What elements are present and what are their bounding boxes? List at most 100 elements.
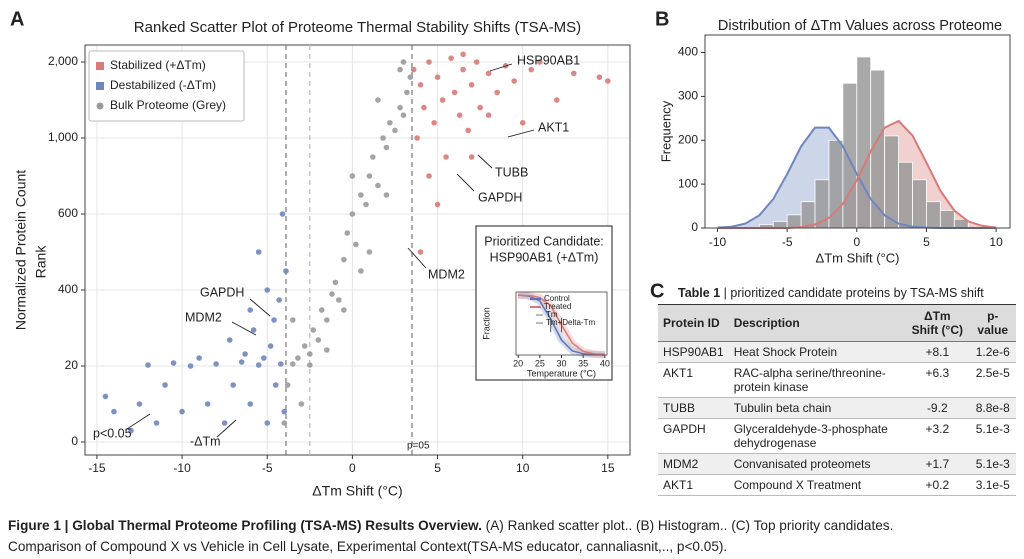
data-point [426,173,432,179]
table-row: TUBB Tubulin beta chain -9.2 8.8e-8 [658,397,1016,419]
x-tick-label: -5 [782,235,793,249]
y-tick-label: 20 [65,358,79,372]
legend-box [88,50,245,122]
data-point [153,420,160,426]
data-point [261,355,267,361]
table-cell: RAC-alpha serine/threonine-protein kinas… [728,362,906,398]
table-cell: MDM2 [658,453,729,475]
y-tick-label: 2,000 [48,54,78,68]
histogram-bar [912,179,927,229]
column-header: p-value [969,304,1016,342]
data-point [281,420,288,426]
annotation-pointer [231,321,257,336]
table-label: Table 1 [678,286,721,300]
y-axis-label: Frequency [658,100,673,162]
header-row: Protein ID Description ΔTm Shift (°C) p-val… [658,304,1016,342]
table-cell: +6.3 [905,362,970,398]
table-cell: 2.5e-5 [969,362,1016,398]
data-point [267,343,274,349]
data-point [375,97,381,103]
data-point [341,256,347,263]
data-point [400,59,407,65]
chart-title: Ranked Scatter Plot of Proteome Thermal … [134,19,581,36]
data-point [528,66,535,73]
data-point [238,359,245,365]
x-tick-label: -10 [173,461,191,475]
table-cell: Heat Shock Protein [728,341,906,363]
data-point [363,201,369,208]
table-cell: AKT1 [658,474,729,496]
data-point [310,327,317,333]
table-title: | prioritized candidate proteins by TSA-… [723,286,984,300]
data-point [570,70,577,77]
data-point [536,59,543,65]
legend-label: Tm+Delta-Tm [546,318,595,327]
annotation-pointer [507,129,535,138]
data-point [278,361,284,367]
table-heading: Table 1 | prioritized candidate proteins… [678,282,1016,304]
y-axis-label: Normalized Protein Count [13,170,29,330]
annotation: GAPDH [200,285,244,299]
y-tick-label: 0 [691,220,698,234]
data-point [255,249,262,255]
table-cell: +1.7 [905,453,970,475]
data-point [366,249,373,255]
histogram-bar [939,210,955,229]
data-point [485,70,492,77]
data-point [511,78,517,84]
annotation-pointer [477,154,493,169]
table-cell: +8.1 [905,341,970,363]
data-point [397,104,403,111]
y-tick-label: 600 [58,206,78,220]
annotation: TUBB [495,165,528,179]
data-point [349,211,356,217]
legend-label: Tm [546,310,558,319]
data-point [307,351,313,357]
x-tick-label: 30 [556,358,566,368]
data-point [145,362,151,368]
data-point [102,393,109,400]
data-point [284,382,291,388]
data-point [451,89,458,96]
data-point [352,241,359,248]
data-point [344,230,351,236]
x-tick-label: 0 [853,235,860,249]
y-tick-label: 100 [678,176,698,190]
table-cell: Tubulin beta chain [728,397,906,419]
data-point [414,135,420,141]
y-tick-label: 0 [71,434,78,448]
table-cell: 5.1e-3 [969,418,1016,454]
data-point [397,66,403,73]
data-point [279,211,286,217]
table: Protein ID Description ΔTm Shift (°C) p-val… [658,304,1016,496]
table-cell: GAPDH [658,418,729,454]
x-tick-label: 40 [600,358,610,368]
x-axis-label: ΔTm Shift (°C) [816,250,900,265]
annotation: p=05 [407,441,430,452]
data-point [332,279,339,286]
data-point [136,401,143,407]
annotation-pointer [216,419,237,438]
data-point [370,154,376,160]
histogram-bar [884,135,899,229]
legend-label: Bulk Proteome (Grey) [110,98,226,112]
annotation: MDM2 [428,267,465,281]
table-row: GAPDH Glyceraldehyde-3-phosphate dehydrog… [658,418,1016,454]
x-tick-label: -15 [88,461,106,475]
table-cell: 1.2e-6 [969,341,1016,363]
x-tick-label: 5 [923,235,930,249]
data-point [128,427,134,434]
data-point [387,120,393,126]
caption-label: Figure 1 | Global Thermal Proteome Profi… [8,518,482,533]
data-point [324,317,330,323]
inset-title: Prioritized Candidate: [484,234,604,248]
caption-context: Comparison of Compound X vs Vehicle in C… [8,539,728,554]
data-point [553,97,560,103]
data-point [494,89,500,96]
plot-frame [704,34,1011,229]
annotation-pointer [249,298,271,317]
data-point [366,173,373,179]
x-tick-label: -5 [262,461,273,475]
annotation: MDM2 [185,310,222,324]
